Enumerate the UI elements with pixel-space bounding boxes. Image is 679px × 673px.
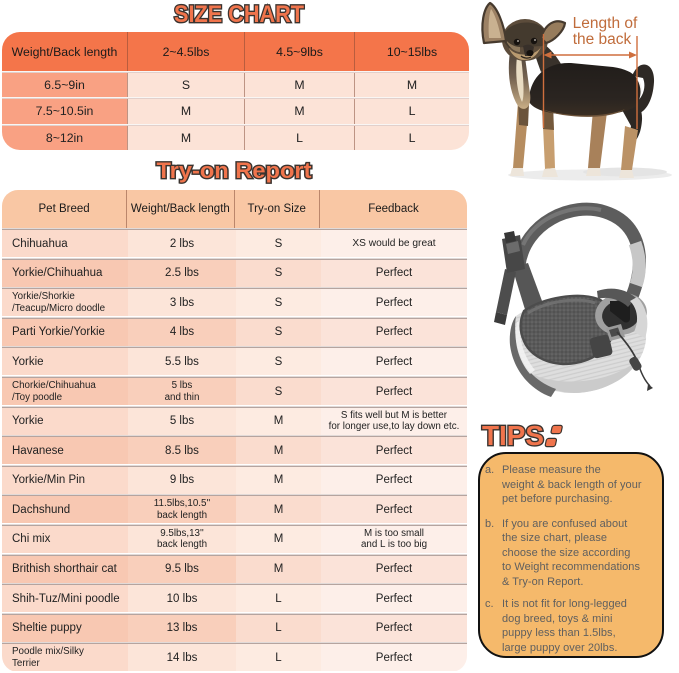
svg-text:Length of: Length of [573,15,638,32]
svg-text:the back: the back [573,31,632,48]
svg-text:Try-on Report: Try-on Report [157,158,313,183]
svg-text:TIPS: TIPS [482,420,544,451]
svg-text:SIZE CHART: SIZE CHART [174,1,304,28]
